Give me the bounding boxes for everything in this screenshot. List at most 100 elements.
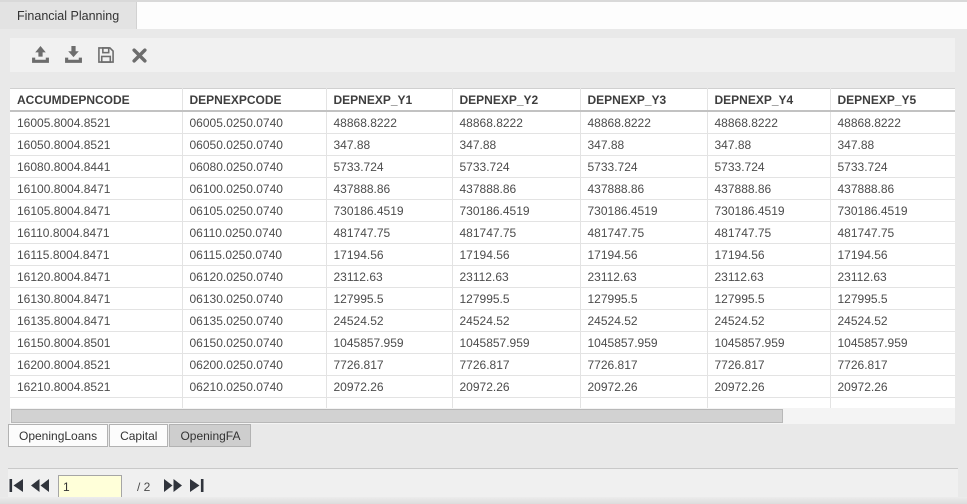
table-cell[interactable]: 06005.0250.0740 xyxy=(182,111,327,134)
table-cell[interactable]: 481747.75 xyxy=(707,221,831,244)
table-cell[interactable]: 17194.56 xyxy=(580,243,708,266)
table-cell[interactable]: 24524.52 xyxy=(452,309,581,332)
column-header-depnexp_y5[interactable]: DEPNEXP_Y5 xyxy=(830,88,955,112)
table-cell[interactable]: 16110.8004.8471 xyxy=(10,221,183,244)
table-cell[interactable]: 48868.8222 xyxy=(707,111,831,134)
table-cell[interactable]: 481747.75 xyxy=(452,221,581,244)
column-header-depnexp_y3[interactable]: DEPNEXP_Y3 xyxy=(580,88,708,112)
table-cell[interactable]: 5733.724 xyxy=(707,155,831,178)
table-cell[interactable]: 06130.0250.0740 xyxy=(182,287,327,310)
table-cell[interactable]: 1045857.959 xyxy=(830,331,955,354)
sheet-tab-capital[interactable]: Capital xyxy=(109,424,169,447)
table-cell[interactable]: 23112.63 xyxy=(707,265,831,288)
table-cell[interactable]: 24524.52 xyxy=(580,309,708,332)
table-cell[interactable]: 127995.5 xyxy=(580,287,708,310)
table-cell[interactable]: 24524.52 xyxy=(326,309,453,332)
table-row[interactable]: 16110.8004.8471 06110.0250.0740 481747.75 4… xyxy=(10,221,955,244)
table-cell[interactable]: 16105.8004.8471 xyxy=(10,199,183,222)
table-cell[interactable]: 16120.8004.8471 xyxy=(10,265,183,288)
table-cell[interactable]: 48868.8222 xyxy=(580,111,708,134)
table-cell[interactable]: 17194.56 xyxy=(707,243,831,266)
table-cell[interactable]: 347.88 xyxy=(707,133,831,156)
table-cell[interactable]: 06110.0250.0740 xyxy=(182,221,327,244)
table-cell[interactable]: 127995.5 xyxy=(707,287,831,310)
table-row[interactable]: 16100.8004.8471 06100.0250.0740 437888.86 4… xyxy=(10,177,955,200)
page-input[interactable] xyxy=(58,474,122,499)
column-header-depnexpcode[interactable]: DEPNEXPCODE xyxy=(182,88,327,112)
table-cell[interactable]: 24524.52 xyxy=(707,309,831,332)
table-cell[interactable]: 06050.0250.0740 xyxy=(182,133,327,156)
table-row[interactable]: 16080.8004.8441 06080.0250.0740 5733.724 57… xyxy=(10,155,955,178)
table-cell[interactable]: 437888.86 xyxy=(452,177,581,200)
table-cell[interactable]: 16080.8004.8441 xyxy=(10,155,183,178)
horizontal-scrollbar-thumb[interactable] xyxy=(11,409,783,423)
table-cell[interactable]: 16050.8004.8521 xyxy=(10,133,183,156)
table-row[interactable]: 16135.8004.8471 06135.0250.0740 24524.52 24… xyxy=(10,309,955,332)
table-cell[interactable]: 127995.5 xyxy=(452,287,581,310)
table-cell[interactable]: 481747.75 xyxy=(580,221,708,244)
table-cell[interactable]: 06100.0250.0740 xyxy=(182,177,327,200)
table-cell[interactable]: 16200.8004.8521 xyxy=(10,353,183,376)
table-cell[interactable]: 23112.63 xyxy=(452,265,581,288)
table-cell[interactable]: 16130.8004.8471 xyxy=(10,287,183,310)
table-cell[interactable]: 437888.86 xyxy=(830,177,955,200)
table-cell[interactable]: 06200.0250.0740 xyxy=(182,353,327,376)
table-cell[interactable]: 437888.86 xyxy=(580,177,708,200)
table-cell[interactable]: 347.88 xyxy=(830,133,955,156)
table-cell[interactable]: 20972.26 xyxy=(707,375,831,398)
table-cell[interactable]: 24524.52 xyxy=(830,309,955,332)
download-button[interactable] xyxy=(63,46,83,64)
sheet-tab-openingloans[interactable]: OpeningLoans xyxy=(8,424,109,447)
table-cell[interactable]: 20972.26 xyxy=(580,375,708,398)
close-button[interactable] xyxy=(129,46,149,64)
table-cell[interactable]: 730186.4519 xyxy=(452,199,581,222)
table-cell[interactable]: 5733.724 xyxy=(326,155,453,178)
next-page-button[interactable] xyxy=(163,478,183,495)
table-cell[interactable]: 5733.724 xyxy=(580,155,708,178)
table-cell[interactable]: 1045857.959 xyxy=(707,331,831,354)
table-cell[interactable]: 06150.0250.0740 xyxy=(182,331,327,354)
column-header-depnexp_y2[interactable]: DEPNEXP_Y2 xyxy=(452,88,581,112)
save-button[interactable] xyxy=(96,46,116,64)
table-cell[interactable]: 5733.724 xyxy=(452,155,581,178)
table-cell[interactable]: 481747.75 xyxy=(830,221,955,244)
table-cell[interactable]: 16135.8004.8471 xyxy=(10,309,183,332)
table-cell[interactable]: 127995.5 xyxy=(830,287,955,310)
table-cell[interactable]: 5733.724 xyxy=(830,155,955,178)
table-cell[interactable]: 1045857.959 xyxy=(580,331,708,354)
column-header-depnexp_y4[interactable]: DEPNEXP_Y4 xyxy=(707,88,831,112)
table-row[interactable]: 16150.8004.8501 06150.0250.0740 1045857.95… xyxy=(10,331,955,354)
upload-button[interactable] xyxy=(30,46,50,64)
table-cell[interactable]: 7726.817 xyxy=(580,353,708,376)
table-row[interactable]: 16005.8004.8521 06005.0250.0740 48868.8222… xyxy=(10,111,955,134)
table-cell[interactable]: 20972.26 xyxy=(326,375,453,398)
table-cell[interactable]: 347.88 xyxy=(452,133,581,156)
table-cell[interactable]: 20972.26 xyxy=(452,375,581,398)
table-cell[interactable]: 347.88 xyxy=(326,133,453,156)
table-cell[interactable]: 23112.63 xyxy=(830,265,955,288)
table-cell[interactable]: 730186.4519 xyxy=(707,199,831,222)
table-cell[interactable]: 7726.817 xyxy=(830,353,955,376)
table-cell[interactable]: 48868.8222 xyxy=(452,111,581,134)
table-cell[interactable]: 347.88 xyxy=(580,133,708,156)
table-cell[interactable]: 437888.86 xyxy=(707,177,831,200)
table-cell[interactable]: 17194.56 xyxy=(326,243,453,266)
table-cell[interactable]: 17194.56 xyxy=(452,243,581,266)
table-cell[interactable]: 7726.817 xyxy=(326,353,453,376)
table-cell[interactable]: 16100.8004.8471 xyxy=(10,177,183,200)
column-header-depnexp_y1[interactable]: DEPNEXP_Y1 xyxy=(326,88,453,112)
table-cell[interactable]: 481747.75 xyxy=(326,221,453,244)
table-cell[interactable]: 06115.0250.0740 xyxy=(182,243,327,266)
table-cell[interactable]: 06135.0250.0740 xyxy=(182,309,327,332)
tab-financial-planning[interactable]: Financial Planning xyxy=(0,2,138,29)
table-cell[interactable]: 1045857.959 xyxy=(326,331,453,354)
table-cell[interactable]: 23112.63 xyxy=(580,265,708,288)
table-cell[interactable]: 20972.26 xyxy=(830,375,955,398)
table-cell[interactable]: 06120.0250.0740 xyxy=(182,265,327,288)
table-cell[interactable]: 437888.86 xyxy=(326,177,453,200)
table-cell[interactable]: 730186.4519 xyxy=(830,199,955,222)
column-header-accumdepncode[interactable]: ACCUMDEPNCODE xyxy=(10,88,183,112)
sheet-tab-openingfa[interactable]: OpeningFA xyxy=(169,424,252,447)
table-cell[interactable]: 06105.0250.0740 xyxy=(182,199,327,222)
table-cell[interactable]: 730186.4519 xyxy=(580,199,708,222)
